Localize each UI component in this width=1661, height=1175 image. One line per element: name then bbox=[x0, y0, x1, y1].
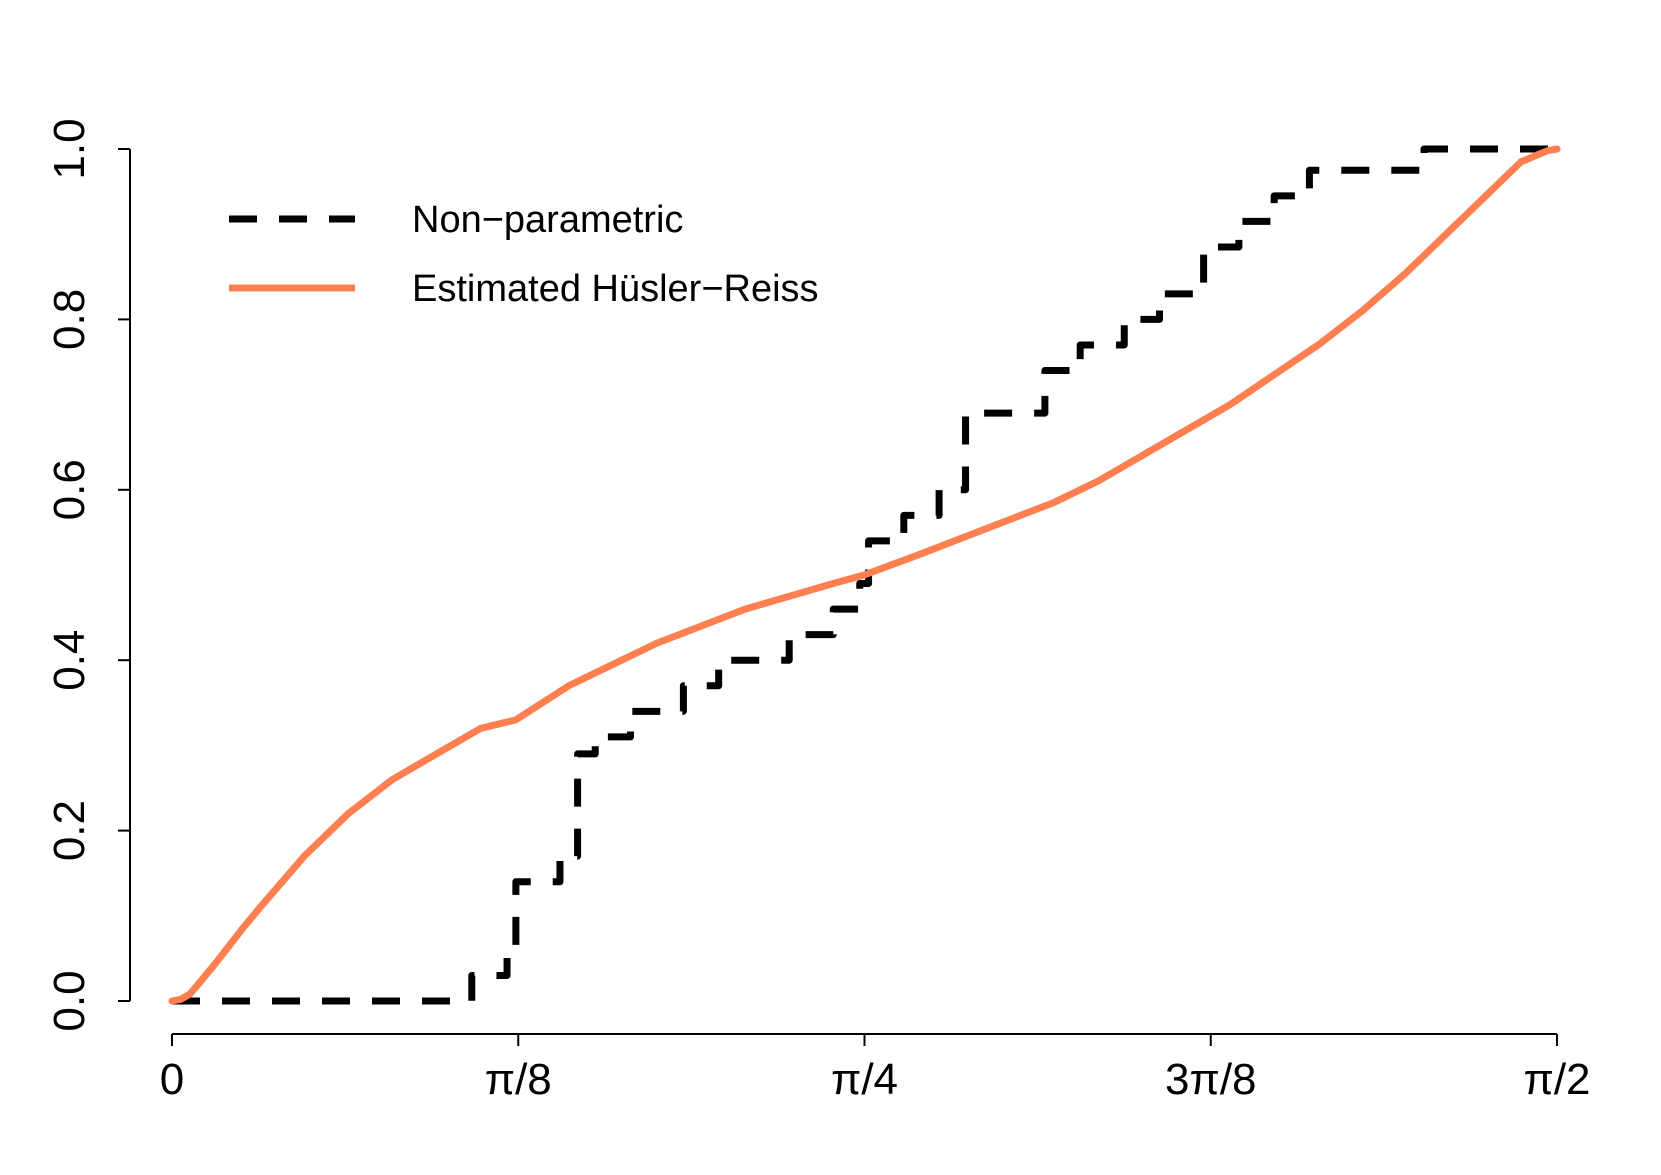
y-tick-label: 1.0 bbox=[45, 118, 94, 179]
y-tick-label: 0.2 bbox=[45, 800, 94, 861]
y-tick-label: 0.0 bbox=[45, 970, 94, 1031]
x-tick-label: π/4 bbox=[831, 1055, 898, 1104]
x-tick-label: 0 bbox=[160, 1055, 184, 1104]
axes: 0 π/8 π/4 3π/8 π/2 0.0 0.2 0.4 0.6 0.8 1.0 bbox=[45, 118, 1591, 1104]
x-tick-label: π/2 bbox=[1523, 1055, 1590, 1104]
y-tick-label: 0.8 bbox=[45, 289, 94, 350]
legend-label: Non−parametric bbox=[412, 199, 683, 241]
x-tick-label: π/8 bbox=[485, 1055, 552, 1104]
y-tick-label: 0.4 bbox=[45, 630, 94, 691]
x-tick-label: 3π/8 bbox=[1165, 1055, 1257, 1104]
series-line-husler-reiss bbox=[168, 145, 1561, 1005]
y-tick-label: 0.6 bbox=[45, 459, 94, 520]
legend: Non−parametric Estimated Hüsler−Reiss bbox=[229, 199, 819, 310]
legend-label: Estimated Hüsler−Reiss bbox=[412, 268, 819, 310]
series-layer bbox=[168, 145, 1561, 1005]
series-line-non-parametric bbox=[172, 145, 1557, 1005]
